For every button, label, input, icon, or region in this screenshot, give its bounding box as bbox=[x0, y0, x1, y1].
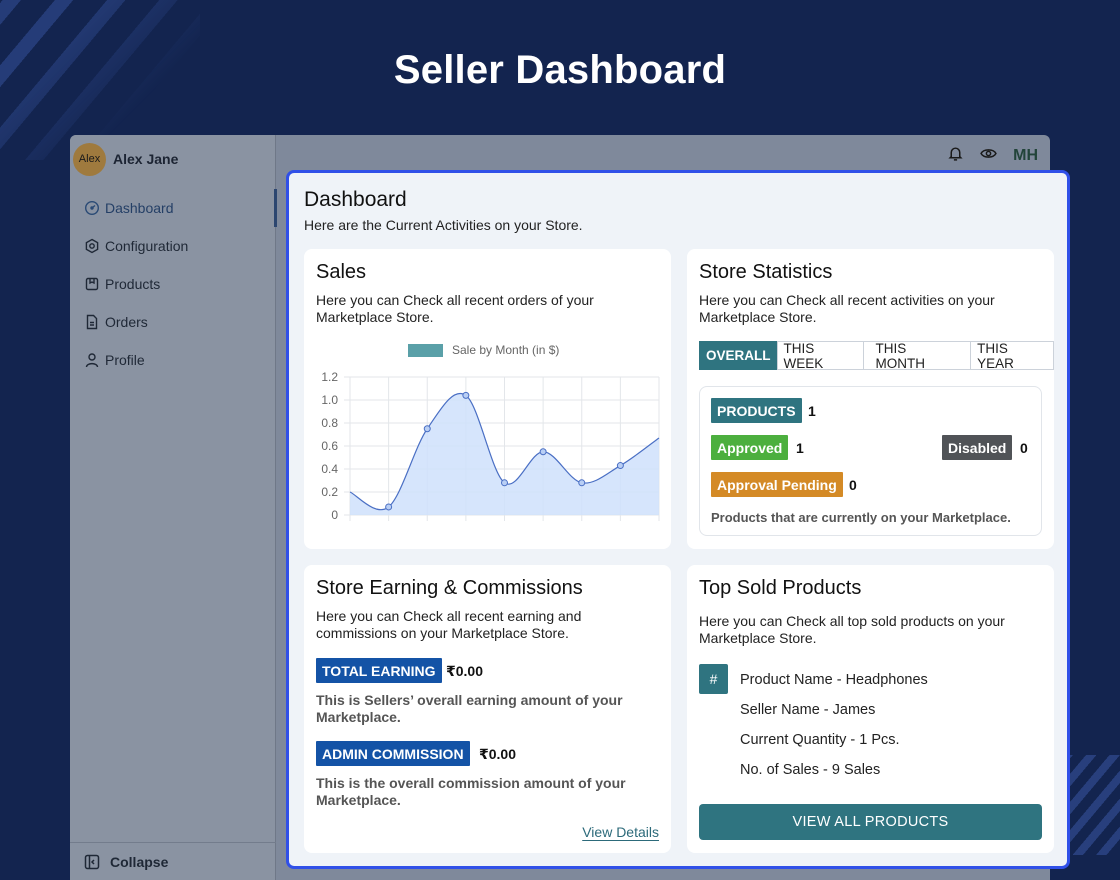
tab-this-month[interactable]: THIS MONTH bbox=[862, 341, 972, 371]
total-earning-note: This is Sellers’ overall earning amount … bbox=[316, 692, 623, 725]
sidebar-collapse-icon bbox=[84, 854, 100, 870]
sidebar-item-orders[interactable]: Orders bbox=[70, 303, 275, 341]
top-sold-title: Top Sold Products bbox=[699, 577, 862, 599]
number-of-sales: No. of Sales - 9 Sales bbox=[740, 762, 881, 778]
topbar: MH bbox=[947, 145, 1038, 167]
collapse-button[interactable]: Collapse bbox=[70, 842, 276, 880]
sidebar: Alex Alex Jane Dashboard Configuration bbox=[70, 135, 277, 880]
data-point bbox=[616, 462, 624, 470]
legend-label: Sale by Month (in $) bbox=[452, 343, 560, 357]
data-point bbox=[423, 425, 431, 433]
store-statistics-title: Store Statistics bbox=[699, 261, 833, 283]
sidebar-nav: Dashboard Configuration Products Orders bbox=[70, 189, 277, 379]
admin-commission-value: ₹0.00 bbox=[479, 746, 516, 762]
user-icon bbox=[84, 352, 100, 368]
sidebar-item-label: Profile bbox=[105, 352, 145, 368]
sidebar-item-label: Orders bbox=[105, 314, 148, 330]
rank-badge: # bbox=[699, 664, 728, 694]
sidebar-item-configuration[interactable]: Configuration bbox=[70, 227, 275, 265]
box-icon bbox=[84, 276, 100, 292]
sales-chart: 0 0.2 0.4 0.6 0.8 1.0 1.2 bbox=[321, 370, 660, 522]
sales-title: Sales bbox=[316, 261, 367, 283]
y-tick-label: 0 bbox=[331, 508, 338, 522]
period-tabs: OVERALL THIS WEEK THIS MONTH THIS YEAR bbox=[699, 341, 1054, 371]
legend-swatch bbox=[408, 343, 443, 357]
y-tick-label: 1.0 bbox=[321, 393, 338, 407]
bell-icon[interactable] bbox=[947, 145, 964, 167]
disabled-badge: Disabled bbox=[942, 435, 1013, 460]
products-count: 1 bbox=[808, 403, 816, 419]
data-point bbox=[578, 479, 586, 487]
account-initials[interactable]: MH bbox=[1013, 147, 1038, 164]
admin-commission-note: This is the overall commission amount of… bbox=[316, 775, 626, 808]
earnings-description: Here you can Check all recent earning an… bbox=[316, 608, 582, 641]
earnings-title: Store Earning & Commissions bbox=[316, 577, 583, 599]
total-earning-value: ₹0.00 bbox=[446, 663, 483, 679]
statistics-note: Products that are currently on your Mark… bbox=[711, 510, 1011, 525]
y-tick-label: 1.2 bbox=[321, 370, 338, 384]
approval-pending-count: 0 bbox=[849, 477, 857, 493]
disabled-count: 0 bbox=[1020, 440, 1028, 456]
dashboard-panel: Dashboard Here are the Current Activitie… bbox=[286, 170, 1070, 869]
products-badge: PRODUCTS bbox=[711, 398, 802, 423]
total-earning-label: TOTAL EARNING bbox=[316, 658, 442, 683]
document-icon bbox=[84, 314, 100, 330]
sidebar-item-profile[interactable]: Profile bbox=[70, 341, 275, 379]
collapse-label: Collapse bbox=[110, 853, 169, 870]
view-all-products-button[interactable]: VIEW ALL PRODUCTS bbox=[699, 804, 1042, 840]
sidebar-item-label: Products bbox=[105, 276, 161, 292]
sales-card: Sales Here you can Check all recent orde… bbox=[304, 249, 671, 549]
data-point bbox=[462, 391, 470, 399]
y-tick-label: 0.6 bbox=[321, 439, 338, 453]
y-tick-label: 0.8 bbox=[321, 416, 338, 430]
seller-name: Seller Name - James bbox=[740, 702, 876, 718]
top-sold-products-card: Top Sold Products Here you can Check all… bbox=[687, 565, 1054, 853]
sales-description: Here you can Check all recent orders of … bbox=[316, 292, 594, 325]
view-details-link[interactable]: View Details bbox=[582, 824, 659, 840]
sidebar-item-products[interactable]: Products bbox=[70, 265, 275, 303]
y-tick-label: 0.4 bbox=[321, 462, 338, 476]
current-quantity: Current Quantity - 1 Pcs. bbox=[740, 732, 900, 748]
user-info[interactable]: Alex Alex Jane bbox=[70, 135, 275, 183]
avatar: Alex bbox=[73, 142, 106, 176]
data-point bbox=[501, 479, 508, 487]
series-line bbox=[349, 392, 660, 511]
dashboard-heading: Dashboard bbox=[304, 188, 407, 211]
decorative-stripes-right bbox=[1060, 755, 1120, 855]
admin-commission-label: ADMIN COMMISSION bbox=[316, 741, 470, 766]
sidebar-item-dashboard[interactable]: Dashboard bbox=[70, 189, 277, 227]
dashboard-subheading: Here are the Current Activities on your … bbox=[304, 217, 583, 233]
user-name: Alex Jane bbox=[113, 151, 179, 167]
sidebar-item-label: Dashboard bbox=[105, 200, 174, 216]
store-statistics-card: Store Statistics Here you can Check all … bbox=[687, 249, 1054, 549]
tab-overall[interactable]: OVERALL bbox=[699, 341, 778, 370]
approved-count: 1 bbox=[796, 440, 804, 456]
store-statistics-description: Here you can Check all recent activities… bbox=[699, 292, 995, 325]
earnings-card: Store Earning & Commissions Here you can… bbox=[304, 565, 671, 853]
eye-icon[interactable] bbox=[980, 145, 997, 167]
top-sold-description: Here you can Check all top sold products… bbox=[699, 613, 1005, 646]
tab-this-year[interactable]: THIS YEAR bbox=[970, 341, 1054, 371]
data-point bbox=[385, 503, 393, 511]
decorative-stripes bbox=[0, 0, 200, 160]
data-point bbox=[539, 448, 547, 456]
approval-pending-badge: Approval Pending bbox=[711, 472, 843, 497]
tab-this-week[interactable]: THIS WEEK bbox=[776, 341, 864, 371]
gauge-icon bbox=[84, 200, 100, 216]
product-name: Product Name - Headphones bbox=[740, 672, 928, 688]
approved-badge: Approved bbox=[711, 435, 789, 460]
y-tick-label: 0.2 bbox=[321, 485, 338, 499]
sidebar-item-label: Configuration bbox=[105, 238, 189, 254]
statistics-box: PRODUCTS 1 Approved 1 Disabled 0 Approva… bbox=[699, 386, 1042, 536]
page-title: Seller Dashboard bbox=[393, 48, 727, 92]
chart-legend[interactable]: Sale by Month (in $) bbox=[408, 343, 559, 357]
hexagon-gear-icon bbox=[84, 238, 100, 254]
